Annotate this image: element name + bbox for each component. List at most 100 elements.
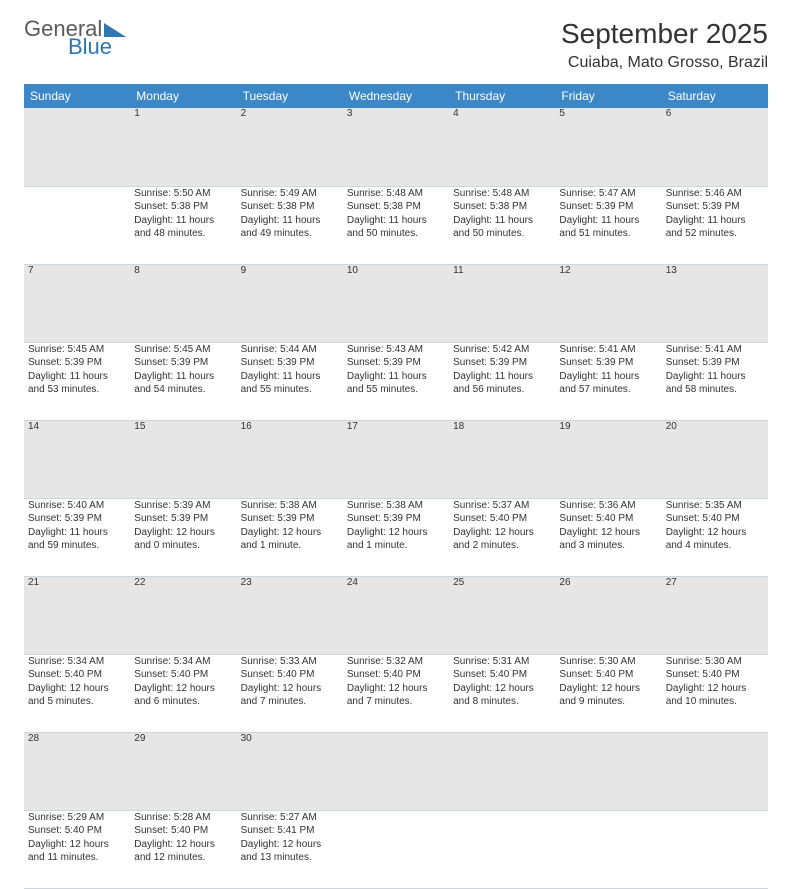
daylight-line: and 49 minutes.: [241, 227, 339, 241]
daylight-line: and 55 minutes.: [241, 383, 339, 397]
daylight-line: Daylight: 12 hours: [347, 682, 445, 696]
sunrise-line: Sunrise: 5:35 AM: [666, 499, 764, 513]
day-number: 29: [134, 733, 145, 744]
day-cell: [662, 810, 768, 888]
day-number: 14: [28, 421, 39, 432]
sunrise-line: Sunrise: 5:48 AM: [347, 187, 445, 201]
daylight-line: Daylight: 11 hours: [666, 214, 764, 228]
day-cell: Sunrise: 5:30 AMSunset: 5:40 PMDaylight:…: [662, 654, 768, 732]
sunrise-line: Sunrise: 5:45 AM: [134, 343, 232, 357]
day-number-cell: [24, 108, 130, 186]
day-number: 20: [666, 421, 677, 432]
sunset-line: Sunset: 5:41 PM: [241, 824, 339, 838]
day-number: 24: [347, 577, 358, 588]
daylight-line: Daylight: 12 hours: [28, 838, 126, 852]
sunrise-line: Sunrise: 5:48 AM: [453, 187, 551, 201]
day-number: 7: [28, 265, 34, 276]
page-header: General Blue September 2025 Cuiaba, Mato…: [24, 18, 768, 72]
sunrise-line: Sunrise: 5:30 AM: [666, 655, 764, 669]
daylight-line: Daylight: 12 hours: [241, 682, 339, 696]
daylight-line: and 0 minutes.: [134, 539, 232, 553]
daylight-line: Daylight: 12 hours: [134, 526, 232, 540]
sunset-line: Sunset: 5:39 PM: [347, 356, 445, 370]
sunrise-line: Sunrise: 5:45 AM: [28, 343, 126, 357]
day-number: 1: [134, 108, 140, 119]
daylight-line: Daylight: 11 hours: [241, 370, 339, 384]
day-number: 13: [666, 265, 677, 276]
weekday-header: Monday: [130, 84, 236, 108]
day-cell: Sunrise: 5:33 AMSunset: 5:40 PMDaylight:…: [237, 654, 343, 732]
daylight-line: and 53 minutes.: [28, 383, 126, 397]
day-number-cell: 3: [343, 108, 449, 186]
week-row: Sunrise: 5:50 AMSunset: 5:38 PMDaylight:…: [24, 186, 768, 264]
day-cell: Sunrise: 5:31 AMSunset: 5:40 PMDaylight:…: [449, 654, 555, 732]
day-number-cell: 19: [555, 420, 661, 498]
day-number-cell: 7: [24, 264, 130, 342]
weekday-header: Friday: [555, 84, 661, 108]
daylight-line: and 57 minutes.: [559, 383, 657, 397]
day-number-cell: 12: [555, 264, 661, 342]
sunset-line: Sunset: 5:39 PM: [347, 512, 445, 526]
day-number: 9: [241, 265, 247, 276]
day-number: 28: [28, 733, 39, 744]
day-number-cell: 8: [130, 264, 236, 342]
week-row: Sunrise: 5:45 AMSunset: 5:39 PMDaylight:…: [24, 342, 768, 420]
sunset-line: Sunset: 5:39 PM: [559, 356, 657, 370]
day-number-row: 282930: [24, 732, 768, 810]
weekday-header-row: Sunday Monday Tuesday Wednesday Thursday…: [24, 84, 768, 108]
sunrise-line: Sunrise: 5:32 AM: [347, 655, 445, 669]
day-number-cell: [343, 732, 449, 810]
day-cell: Sunrise: 5:35 AMSunset: 5:40 PMDaylight:…: [662, 498, 768, 576]
day-number-cell: 5: [555, 108, 661, 186]
day-cell: Sunrise: 5:29 AMSunset: 5:40 PMDaylight:…: [24, 810, 130, 888]
day-cell: Sunrise: 5:32 AMSunset: 5:40 PMDaylight:…: [343, 654, 449, 732]
daylight-line: Daylight: 12 hours: [666, 526, 764, 540]
day-number-cell: 11: [449, 264, 555, 342]
day-number-cell: 15: [130, 420, 236, 498]
day-number: 21: [28, 577, 39, 588]
day-cell: Sunrise: 5:50 AMSunset: 5:38 PMDaylight:…: [130, 186, 236, 264]
daylight-line: Daylight: 12 hours: [559, 526, 657, 540]
sunrise-line: Sunrise: 5:39 AM: [134, 499, 232, 513]
daylight-line: and 4 minutes.: [666, 539, 764, 553]
day-number: 27: [666, 577, 677, 588]
daylight-line: and 50 minutes.: [453, 227, 551, 241]
sunset-line: Sunset: 5:40 PM: [666, 668, 764, 682]
day-cell: [555, 810, 661, 888]
day-number-cell: 10: [343, 264, 449, 342]
weekday-header: Saturday: [662, 84, 768, 108]
day-number-row: 21222324252627: [24, 576, 768, 654]
daylight-line: and 58 minutes.: [666, 383, 764, 397]
daylight-line: Daylight: 11 hours: [666, 370, 764, 384]
sunrise-line: Sunrise: 5:31 AM: [453, 655, 551, 669]
day-cell: Sunrise: 5:39 AMSunset: 5:39 PMDaylight:…: [130, 498, 236, 576]
day-cell: Sunrise: 5:45 AMSunset: 5:39 PMDaylight:…: [24, 342, 130, 420]
daylight-line: and 7 minutes.: [347, 695, 445, 709]
day-cell: Sunrise: 5:38 AMSunset: 5:39 PMDaylight:…: [237, 498, 343, 576]
day-number-cell: 21: [24, 576, 130, 654]
daylight-line: and 51 minutes.: [559, 227, 657, 241]
day-cell: Sunrise: 5:40 AMSunset: 5:39 PMDaylight:…: [24, 498, 130, 576]
sunset-line: Sunset: 5:39 PM: [666, 356, 764, 370]
sunset-line: Sunset: 5:39 PM: [241, 512, 339, 526]
day-number: 23: [241, 577, 252, 588]
sunrise-line: Sunrise: 5:44 AM: [241, 343, 339, 357]
sunrise-line: Sunrise: 5:29 AM: [28, 811, 126, 825]
day-cell: Sunrise: 5:49 AMSunset: 5:38 PMDaylight:…: [237, 186, 343, 264]
daylight-line: Daylight: 11 hours: [134, 370, 232, 384]
sunset-line: Sunset: 5:39 PM: [666, 200, 764, 214]
day-number: 15: [134, 421, 145, 432]
day-number: 22: [134, 577, 145, 588]
day-number-cell: 24: [343, 576, 449, 654]
day-cell: [24, 186, 130, 264]
daylight-line: Daylight: 11 hours: [347, 214, 445, 228]
sunset-line: Sunset: 5:40 PM: [453, 512, 551, 526]
day-number: 26: [559, 577, 570, 588]
daylight-line: Daylight: 12 hours: [134, 838, 232, 852]
day-cell: Sunrise: 5:48 AMSunset: 5:38 PMDaylight:…: [449, 186, 555, 264]
day-number: 18: [453, 421, 464, 432]
day-cell: [343, 810, 449, 888]
daylight-line: Daylight: 11 hours: [347, 370, 445, 384]
day-cell: Sunrise: 5:36 AMSunset: 5:40 PMDaylight:…: [555, 498, 661, 576]
day-number: 16: [241, 421, 252, 432]
